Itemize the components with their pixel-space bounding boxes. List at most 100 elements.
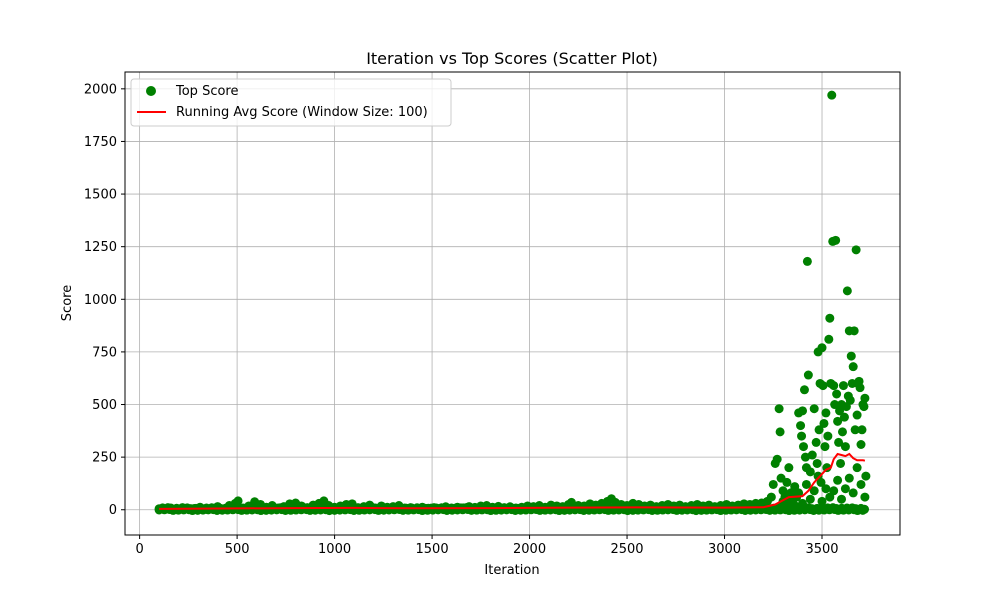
legend-label-running-avg: Running Avg Score (Window Size: 100) xyxy=(176,105,428,120)
scatter-point xyxy=(856,440,866,450)
scatter-point xyxy=(796,421,806,431)
scatter-point xyxy=(811,437,821,447)
scatter-point xyxy=(812,458,822,468)
y-tick-label: 0 xyxy=(109,503,117,518)
scatter-point xyxy=(838,381,848,391)
scatter-point xyxy=(782,477,792,487)
x-tick-label: 3000 xyxy=(708,542,741,557)
scatter-point xyxy=(818,381,828,391)
scatter-point xyxy=(830,400,840,410)
scatter-point xyxy=(805,494,815,504)
scatter-point xyxy=(852,463,862,473)
y-tick-label: 2000 xyxy=(84,82,117,97)
scatter-point xyxy=(834,437,844,447)
x-tick-label: 1500 xyxy=(416,542,449,557)
legend-label-top-score: Top Score xyxy=(175,84,238,99)
scatter-point xyxy=(857,425,867,435)
scatter-point xyxy=(825,313,835,323)
y-tick-label: 500 xyxy=(92,398,117,413)
scatter-point xyxy=(829,381,839,391)
legend-box xyxy=(130,78,452,127)
scatter-point xyxy=(842,286,852,296)
scatter-point xyxy=(233,496,243,506)
scatter-point xyxy=(861,471,871,481)
scatter-point xyxy=(836,458,846,468)
plot-area xyxy=(125,72,900,535)
scatter-point xyxy=(846,351,856,361)
scatter-point xyxy=(798,406,808,416)
scatter-point xyxy=(839,412,849,422)
x-tick-label: 2500 xyxy=(610,542,643,557)
scatter-point xyxy=(859,402,869,412)
scatter-point xyxy=(821,484,831,494)
y-tick-label: 1500 xyxy=(84,188,117,203)
scatter-point xyxy=(821,408,831,418)
scatter-point xyxy=(774,404,784,414)
scatter-point xyxy=(831,235,841,245)
scatter-point xyxy=(852,410,862,420)
scatter-point xyxy=(766,492,776,502)
scatter-point xyxy=(809,486,819,496)
x-tick-label: 3500 xyxy=(805,542,838,557)
chart-title: Iteration vs Top Scores (Scatter Plot) xyxy=(366,49,658,68)
scatter-point xyxy=(832,389,842,399)
scatter-point xyxy=(798,498,808,508)
scatter-point xyxy=(819,418,829,428)
scatter-point xyxy=(851,245,861,255)
scatter-point xyxy=(800,452,810,462)
scatter-point xyxy=(798,442,808,452)
scatter-point xyxy=(801,479,811,489)
scatter-point xyxy=(837,427,847,437)
legend-scatter-marker xyxy=(146,86,156,96)
y-tick-label: 1250 xyxy=(84,240,117,255)
x-tick-label: 0 xyxy=(135,542,143,557)
scatter-point xyxy=(840,442,850,452)
scatter-point xyxy=(817,343,827,353)
scatter-point xyxy=(844,473,854,483)
scatter-point xyxy=(797,431,807,441)
scatter-point xyxy=(775,427,785,437)
scatter-point xyxy=(824,334,834,344)
x-tick-label: 1000 xyxy=(318,542,351,557)
x-tick-label: 500 xyxy=(225,542,250,557)
scatter-point xyxy=(845,395,855,405)
scatter-point xyxy=(833,475,843,485)
scatter-point xyxy=(848,488,858,498)
axes: 0 500 1000 1500 2000 2500 3000 3500 0 250 500 750 10… xyxy=(84,82,839,557)
x-axis-label: Iteration xyxy=(484,563,539,578)
scatter-point xyxy=(849,326,859,336)
scatter-point xyxy=(860,492,870,502)
scatter-point xyxy=(823,431,833,441)
scatter-point xyxy=(794,488,804,498)
data-layer xyxy=(154,90,871,516)
y-tick-label: 750 xyxy=(92,345,117,360)
scatter-point xyxy=(803,370,813,380)
scatter-point xyxy=(860,504,870,514)
scatter-point xyxy=(772,454,782,464)
y-tick-label: 1000 xyxy=(84,293,117,308)
x-tick-label: 2000 xyxy=(513,542,546,557)
scatter-point xyxy=(802,256,812,266)
scatter-point xyxy=(860,393,870,403)
scatter-point xyxy=(855,383,865,393)
scatter-point xyxy=(566,497,576,507)
scatter-point xyxy=(768,479,778,489)
scatter-point xyxy=(814,425,824,435)
y-tick-label: 250 xyxy=(92,451,117,466)
scatter-point xyxy=(817,496,827,506)
scatter-point xyxy=(799,385,809,395)
scatter-point xyxy=(825,492,835,502)
scatter-point xyxy=(807,450,817,460)
scatter-point xyxy=(820,442,830,452)
scatter-point xyxy=(856,479,866,489)
plot-frame xyxy=(124,71,901,536)
scatter-point xyxy=(848,362,858,372)
scatter-point xyxy=(840,484,850,494)
legend: Top Score Running Avg Score (Window Size… xyxy=(130,78,452,127)
scatter-point xyxy=(813,471,823,481)
scatter-point xyxy=(837,494,847,504)
scatter-point xyxy=(809,404,819,414)
y-axis-label: Score xyxy=(60,285,75,321)
running-avg-line xyxy=(159,452,866,510)
